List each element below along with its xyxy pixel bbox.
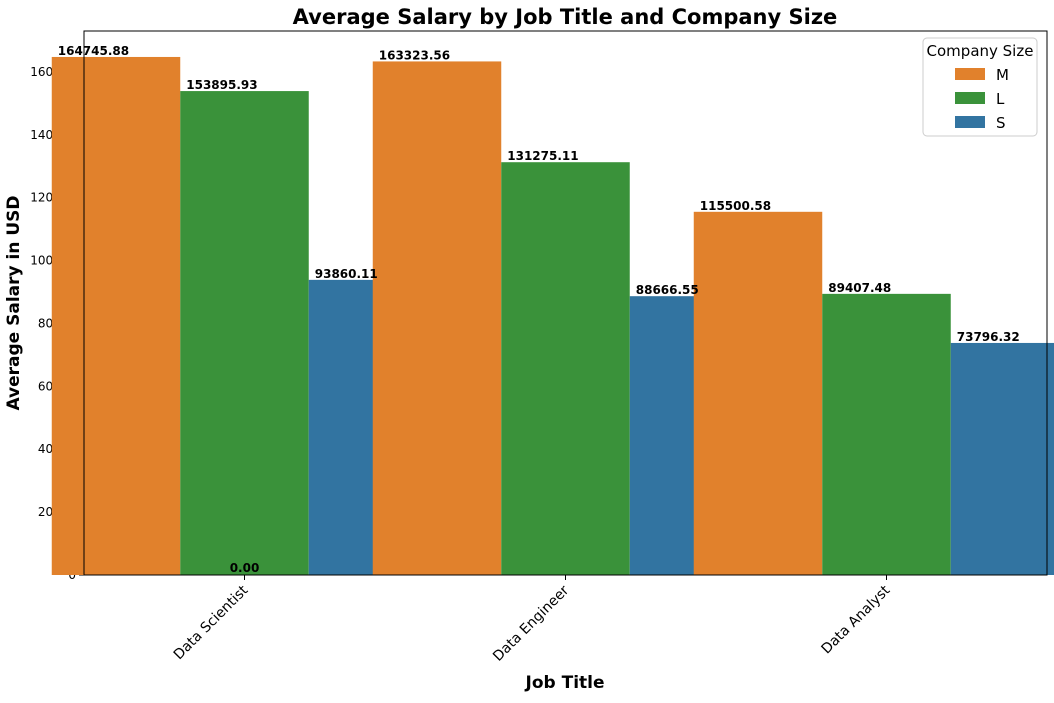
x-tick-label: Data Scientist	[171, 582, 252, 663]
bar-m-data-analyst	[693, 211, 823, 575]
data-label: 115500.58	[700, 199, 771, 213]
data-label: 89407.48	[828, 281, 891, 295]
data-label: 164745.88	[58, 44, 129, 58]
bar-l-data-scientist	[180, 91, 309, 576]
y-axis-label: Average Salary in USD	[4, 195, 24, 410]
x-axis-label: Job Title	[525, 673, 605, 693]
legend-swatch-m	[955, 68, 985, 80]
legend-title: Company Size	[927, 42, 1034, 60]
data-label: 163323.56	[379, 48, 450, 62]
legend-swatch-l	[955, 92, 985, 104]
data-label: 131275.11	[507, 149, 578, 163]
data-label: 153895.93	[186, 78, 257, 92]
chart-title: Average Salary by Job Title and Company …	[293, 5, 838, 29]
legend-label-m: M	[996, 66, 1009, 84]
zero-annotation: 0.00	[230, 561, 260, 575]
legend-items: MLS	[955, 66, 1009, 132]
x-tick-label: Data Analyst	[818, 582, 893, 657]
legend-label-s: S	[996, 114, 1006, 132]
x-tick-label: Data Engineer	[490, 582, 572, 664]
bar-l-data-engineer	[501, 162, 630, 575]
data-label: 88666.55	[636, 283, 699, 297]
legend-label-l: L	[996, 90, 1005, 108]
data-label: 93860.11	[315, 267, 378, 281]
legend: Company Size MLS	[922, 37, 1038, 137]
bar-m-data-engineer	[372, 61, 502, 575]
bar-m-data-scientist	[51, 56, 181, 576]
bar-s-data-analyst	[950, 342, 1054, 575]
plot-area: 0200004000060000800001000001200001400001…	[30, 30, 1054, 665]
bar-l-data-analyst	[822, 293, 951, 575]
data-label: 73796.32	[957, 330, 1020, 344]
legend-frame	[922, 37, 1038, 137]
legend-swatch-s	[955, 116, 985, 128]
